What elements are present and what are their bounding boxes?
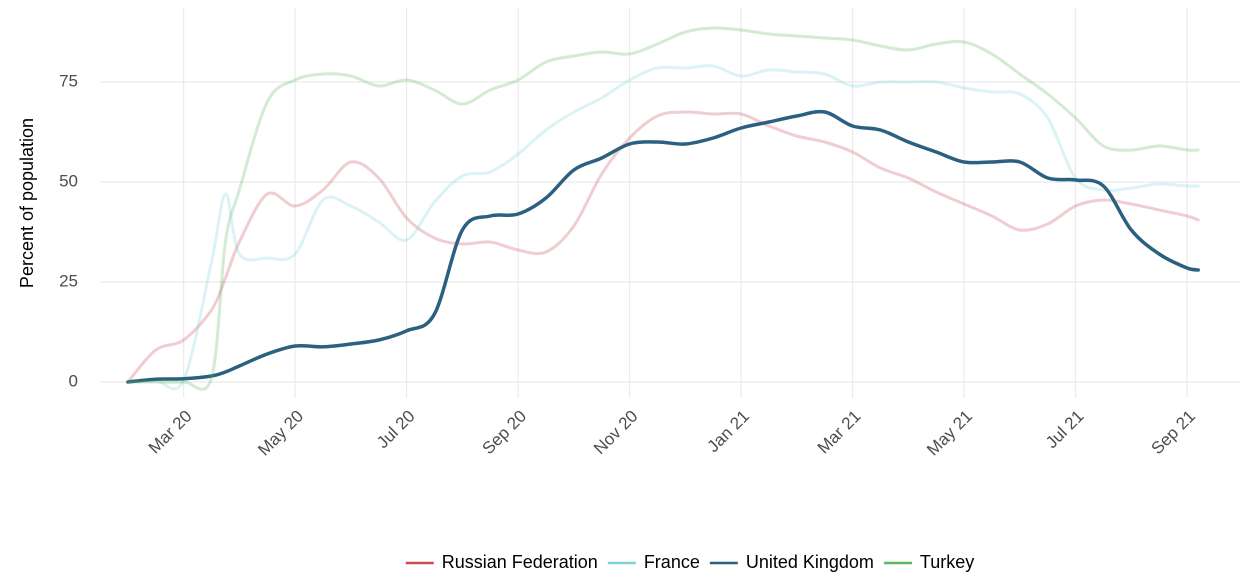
x-tick-label: Mar 21 xyxy=(814,407,865,458)
legend-label: United Kingdom xyxy=(746,552,874,572)
x-tick-label: May 20 xyxy=(254,407,307,460)
series-line xyxy=(126,26,1200,391)
series-line xyxy=(126,110,1200,384)
x-tick-label: May 21 xyxy=(923,407,976,460)
x-tick-label: Jan 21 xyxy=(704,407,754,457)
y-tick-label: 25 xyxy=(59,271,78,290)
legend: Russian Federation France United Kingdom Tu… xyxy=(405,552,974,572)
x-tick-label: Mar 20 xyxy=(145,407,196,458)
x-tick-label: Nov 20 xyxy=(590,407,642,459)
y-tick-label: 75 xyxy=(59,71,78,90)
x-tick-label: Jul 21 xyxy=(1042,407,1088,453)
y-tick-label: 0 xyxy=(69,371,78,390)
legend-label: France xyxy=(644,552,700,572)
x-tick-label: Jul 20 xyxy=(373,407,419,453)
legend-label: Turkey xyxy=(920,552,974,572)
legend-label: Russian Federation xyxy=(442,552,598,572)
y-axis-title: Percent of population xyxy=(17,118,37,288)
x-tick-label: Sep 21 xyxy=(1147,407,1199,459)
series-line xyxy=(126,109,1200,384)
x-tick-label: Sep 20 xyxy=(479,407,531,459)
y-tick-label: 50 xyxy=(59,171,78,190)
series-line xyxy=(126,64,1200,391)
